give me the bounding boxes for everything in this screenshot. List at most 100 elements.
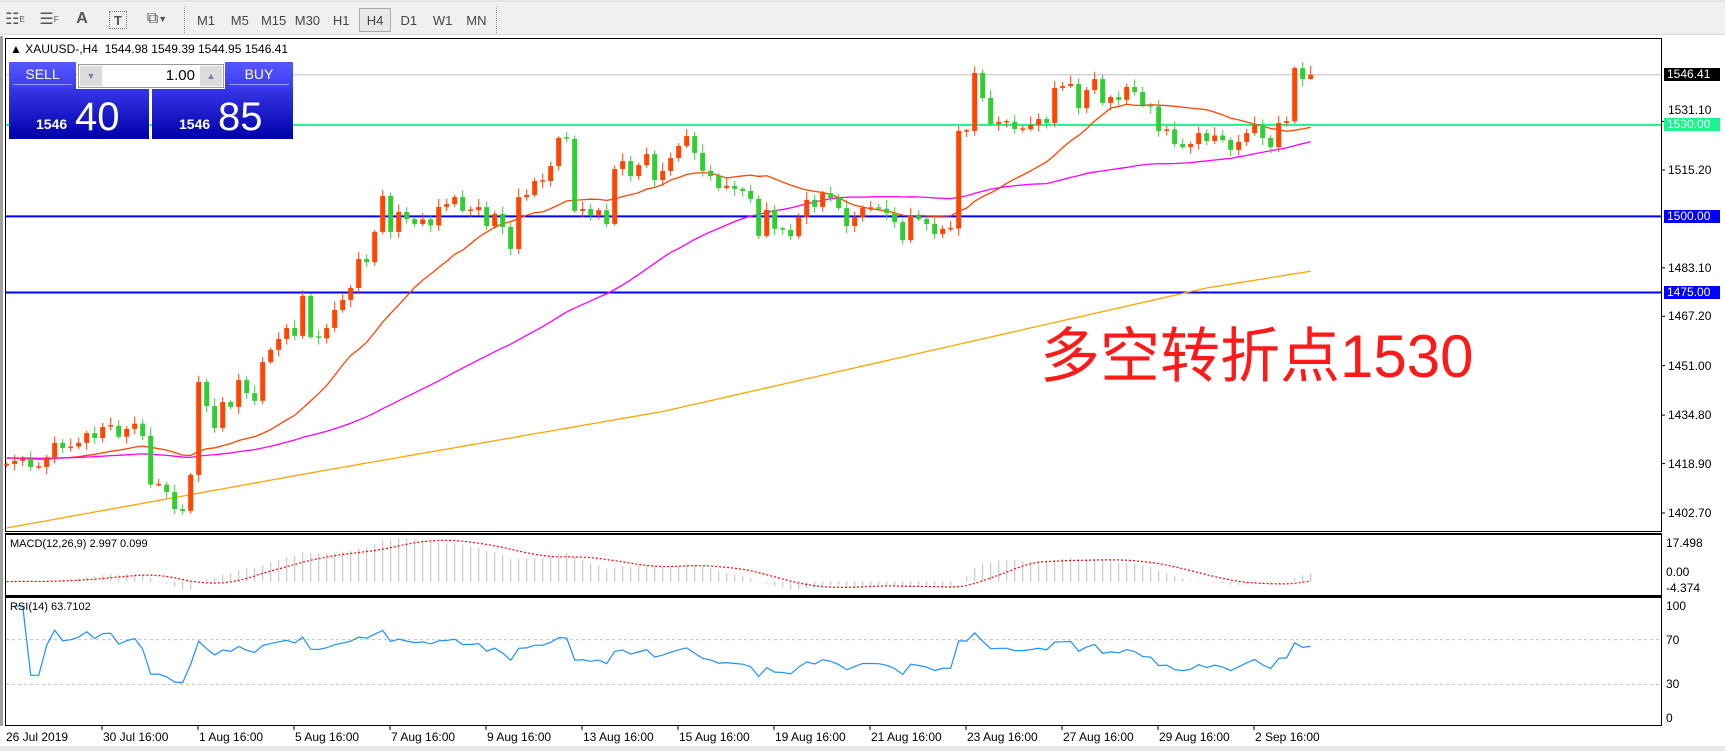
candle-body <box>212 405 218 428</box>
candle <box>668 152 674 176</box>
candle <box>500 206 506 235</box>
lot-decrease-button[interactable]: ▼ <box>80 66 102 86</box>
candle-body <box>132 423 138 429</box>
time-axis-label: 30 Jul 16:00 <box>103 730 169 744</box>
tab-m1[interactable]: M1 <box>196 12 216 28</box>
candle-body <box>1236 141 1242 150</box>
candle-body <box>204 381 210 406</box>
candle-body <box>460 197 466 211</box>
candle-body <box>1164 129 1170 131</box>
tab-m30[interactable]: M30 <box>294 12 321 28</box>
candle-body <box>852 216 858 227</box>
candle-body <box>724 185 730 188</box>
candle-body <box>788 230 794 237</box>
candle <box>628 155 634 182</box>
candle <box>132 416 138 435</box>
candle <box>1196 126 1202 150</box>
candle-body <box>1268 137 1274 148</box>
macd-panel[interactable] <box>5 533 1662 596</box>
elliott-wave-icon[interactable]: ☷ E <box>5 11 25 28</box>
candle-body <box>668 158 674 171</box>
candle <box>1044 116 1050 129</box>
lot-size-field[interactable]: ▼ 1.00 ▲ <box>78 64 224 88</box>
candle <box>244 376 250 399</box>
candle <box>348 284 354 308</box>
candle <box>820 190 826 212</box>
candle-body <box>236 380 242 407</box>
arrows-icon[interactable]: ⧉ ▼ <box>146 10 168 27</box>
candle-body <box>1292 68 1298 122</box>
candle <box>140 419 146 441</box>
candle-body <box>796 216 802 237</box>
candle-body <box>740 188 746 192</box>
candle <box>780 226 786 236</box>
candle-body <box>1300 68 1306 80</box>
candle <box>444 198 450 212</box>
candle-body <box>1244 133 1250 142</box>
candle-body <box>572 138 578 211</box>
time-axis-label: 21 Aug 16:00 <box>871 730 942 744</box>
candle <box>1212 127 1218 145</box>
tab-w1[interactable]: W1 <box>432 12 453 28</box>
candle-body <box>100 427 106 438</box>
candle <box>452 194 458 208</box>
candle-body <box>980 72 986 99</box>
collapse-arrow-icon[interactable]: ▲ <box>10 42 26 56</box>
candle-body <box>916 215 922 220</box>
candle-body <box>1060 86 1066 88</box>
sell-button[interactable]: SELL <box>9 62 76 89</box>
chart-title: ▲ XAUUSD-,H4 1544.98 1549.39 1544.95 154… <box>10 42 288 56</box>
lot-size-value[interactable]: 1.00 <box>165 67 195 84</box>
candle <box>1268 134 1274 154</box>
candle <box>692 131 698 160</box>
candle-body <box>524 194 530 198</box>
candle <box>956 126 962 236</box>
buy-button[interactable]: BUY <box>225 62 293 89</box>
candle-body <box>636 165 642 177</box>
time-axis-label: 23 Aug 16:00 <box>967 730 1038 744</box>
rsi-axis-label: 100 <box>1666 599 1687 613</box>
lot-increase-button[interactable]: ▲ <box>200 66 222 86</box>
main-chart[interactable] <box>5 38 1662 532</box>
candle <box>1164 125 1170 136</box>
tab-m5[interactable]: M5 <box>230 12 249 28</box>
candle-body <box>116 425 122 437</box>
buy-price-button[interactable]: 1546 85 <box>152 89 293 139</box>
candle <box>1004 119 1010 128</box>
fibonacci-icon[interactable]: ☰ F <box>39 11 59 28</box>
tab-h4[interactable]: H4 <box>359 8 391 32</box>
candle <box>988 90 994 127</box>
tab-h1[interactable]: H1 <box>332 12 350 28</box>
candle-body <box>276 338 282 350</box>
tab-m15[interactable]: M15 <box>260 12 287 28</box>
candle <box>540 173 546 188</box>
time-axis-label: 26 Jul 2019 <box>6 730 69 744</box>
candle <box>524 189 530 201</box>
time-axis-label: 15 Aug 16:00 <box>679 730 750 744</box>
price-axis-label: 1451.00 <box>1668 358 1712 373</box>
sell-price-button[interactable]: 1546 40 <box>9 89 149 139</box>
candle <box>740 187 746 197</box>
candle-body <box>1140 91 1146 106</box>
candle-body <box>1116 97 1122 100</box>
text-label-icon[interactable]: T <box>109 11 127 29</box>
candle-body <box>828 193 834 199</box>
time-axis-label: 19 Aug 16:00 <box>775 730 846 744</box>
candle <box>708 165 714 181</box>
candle-body <box>260 362 266 401</box>
candle <box>772 205 778 236</box>
candle-body <box>12 460 18 464</box>
candle <box>20 455 26 467</box>
candle <box>900 219 906 245</box>
price-axis-label: 1483.10 <box>1668 260 1712 275</box>
candle <box>980 69 986 102</box>
tab-mn[interactable]: MN <box>466 12 487 28</box>
candle-body <box>1156 106 1162 131</box>
candle <box>796 213 802 239</box>
text-icon[interactable]: A <box>76 10 88 27</box>
candle-body <box>996 121 1002 124</box>
rsi-panel[interactable] <box>5 596 1662 726</box>
candle <box>116 420 122 439</box>
tab-d1[interactable]: D1 <box>400 12 418 28</box>
candle-body <box>284 327 290 339</box>
